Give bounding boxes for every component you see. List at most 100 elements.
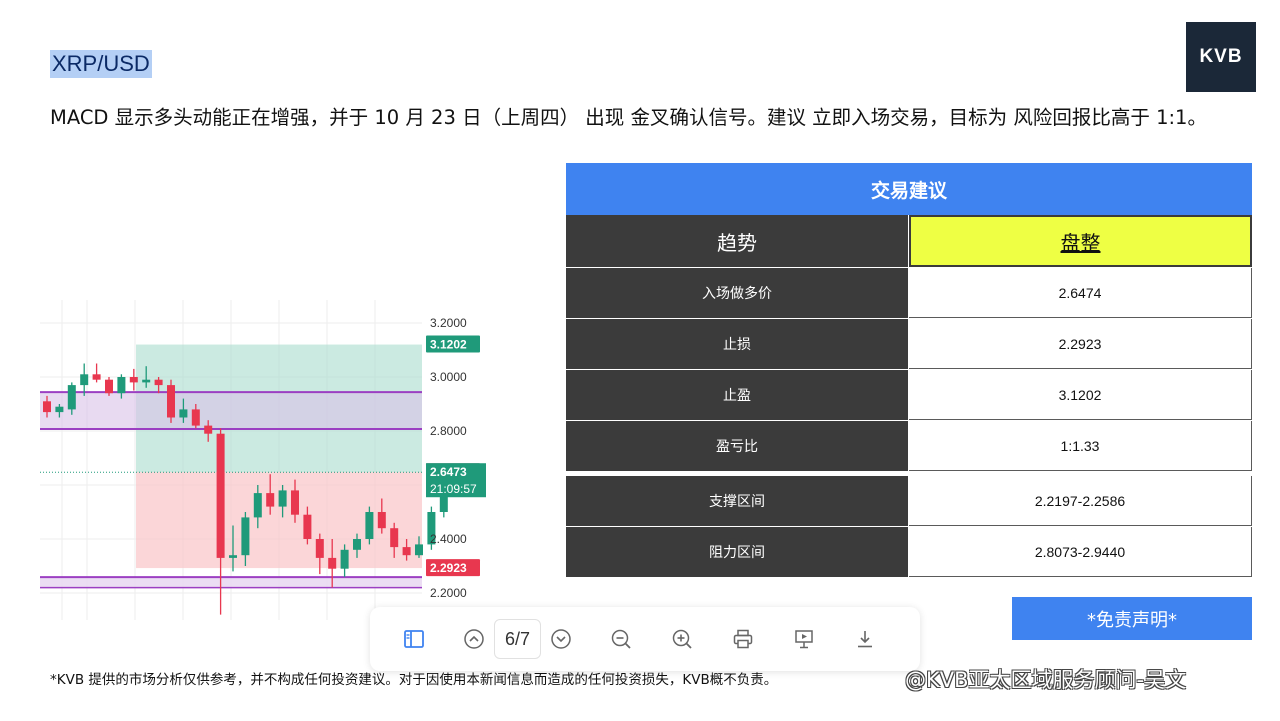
support-zone <box>40 577 422 588</box>
candle <box>229 525 237 572</box>
candle <box>105 377 113 396</box>
table-row: 阻力区间 2.8073-2.9440 <box>566 527 1252 578</box>
candle <box>353 533 361 558</box>
risk-reward-label: 盈亏比 <box>566 421 909 471</box>
candle-body <box>167 385 175 418</box>
candle-body <box>415 544 423 556</box>
candle-body <box>328 557 337 569</box>
zoom-in-icon[interactable] <box>662 619 702 659</box>
present-icon[interactable] <box>784 619 824 659</box>
price-chart: 3.2000 3.0000 2.8000 2.4000 2.2000 3.1202 2.64… <box>40 300 500 630</box>
table-divider <box>566 472 1252 476</box>
table-row: 支撑区间 2.2197-2.2586 <box>566 476 1252 527</box>
candle <box>92 363 101 383</box>
entry-label: 入场做多价 <box>566 268 909 318</box>
resistance-value: 2.8073-2.9440 <box>909 527 1252 577</box>
author-watermark: @KVB亚太区域服务顾问-吴文 <box>905 668 1187 692</box>
y-tick-label: 2.4000 <box>430 532 467 546</box>
candle <box>315 533 324 575</box>
candle-body <box>216 433 225 558</box>
candle-body <box>241 517 250 556</box>
candle-body <box>142 379 151 383</box>
take-profit-label: 3.1202 <box>430 338 467 352</box>
candle-body <box>154 379 163 386</box>
candle-body <box>340 549 349 569</box>
next-page-icon[interactable] <box>541 619 581 659</box>
loss-zone <box>136 472 422 569</box>
candle <box>415 536 423 558</box>
stop-loss-label-bg <box>426 559 480 577</box>
candle-body <box>427 512 436 545</box>
analysis-summary: MACD 显示多头动能正在增强，并于 10 月 23 日（上周四） 出现 金叉确… <box>50 106 1207 129</box>
support-label: 支撑区间 <box>566 476 909 526</box>
print-icon[interactable] <box>723 619 763 659</box>
document-viewer-toolbar: 6/7 <box>370 607 920 671</box>
candle-body <box>92 374 101 380</box>
candle-body <box>229 555 237 558</box>
candle <box>216 428 225 615</box>
take-profit-value: 3.1202 <box>909 370 1252 420</box>
candle-body <box>204 425 213 434</box>
candle-body <box>439 487 448 512</box>
candle <box>303 506 312 545</box>
candle-body <box>402 547 411 556</box>
table-heading: 交易建议 <box>566 163 1252 215</box>
candle <box>253 485 262 529</box>
candle <box>278 485 287 518</box>
resistance-label: 阻力区间 <box>566 527 909 577</box>
kvb-logo: KVB <box>1186 22 1256 92</box>
candle-body <box>315 539 324 558</box>
candle-body <box>117 377 126 394</box>
take-profit-label-bg <box>426 335 480 353</box>
page-indicator[interactable]: 6/7 <box>494 619 542 659</box>
candle <box>167 379 175 423</box>
candle <box>291 479 299 523</box>
candle <box>80 363 89 396</box>
trend-row: 趋势 盘整 <box>566 215 1252 268</box>
candle-body <box>365 512 374 539</box>
candle-body <box>55 406 64 413</box>
candle <box>365 506 374 545</box>
resistance-zone <box>40 392 422 430</box>
countdown-label: 21:09:57 <box>430 482 477 496</box>
candle <box>43 395 51 418</box>
candle <box>204 420 213 442</box>
take-profit-label: 止盈 <box>566 370 909 420</box>
table-row: 止损 2.2923 <box>566 319 1252 370</box>
y-tick-label: 2.2000 <box>430 586 467 600</box>
candle-body <box>266 493 275 507</box>
table-row: 盈亏比 1:1.33 <box>566 421 1252 472</box>
candle <box>55 404 64 418</box>
sidebar-toggle-icon[interactable] <box>394 619 434 659</box>
candle <box>241 512 250 566</box>
disclaimer-button[interactable]: *免责声明* <box>1012 597 1252 640</box>
candle-body <box>191 409 200 426</box>
download-icon[interactable] <box>845 619 885 659</box>
candle <box>402 539 411 561</box>
candle-body <box>67 385 76 410</box>
candle-body <box>291 490 299 515</box>
table-row: 入场做多价 2.6474 <box>566 268 1252 319</box>
previous-page-icon[interactable] <box>454 619 494 659</box>
stop-loss-label: 2.2923 <box>430 561 467 575</box>
candle-body <box>129 377 138 383</box>
candle-body <box>80 374 89 386</box>
risk-reward-value: 1:1.33 <box>909 421 1252 471</box>
current-price-label-bg <box>426 463 486 498</box>
candle <box>142 366 151 388</box>
y-tick-label: 3.2000 <box>430 316 467 330</box>
candle <box>377 498 386 534</box>
candle-body <box>390 528 399 548</box>
candle <box>328 539 337 588</box>
stop-loss-label: 止损 <box>566 319 909 369</box>
support-value: 2.2197-2.2586 <box>909 476 1252 526</box>
candle <box>154 377 163 394</box>
y-tick-label: 2.8000 <box>430 424 467 438</box>
candle-body <box>278 490 287 507</box>
candle <box>67 382 76 415</box>
candle-body <box>377 512 386 529</box>
zoom-out-icon[interactable] <box>601 619 641 659</box>
candle <box>191 404 200 429</box>
entry-value: 2.6474 <box>909 268 1252 318</box>
page-title: XRP/USD <box>50 50 152 78</box>
